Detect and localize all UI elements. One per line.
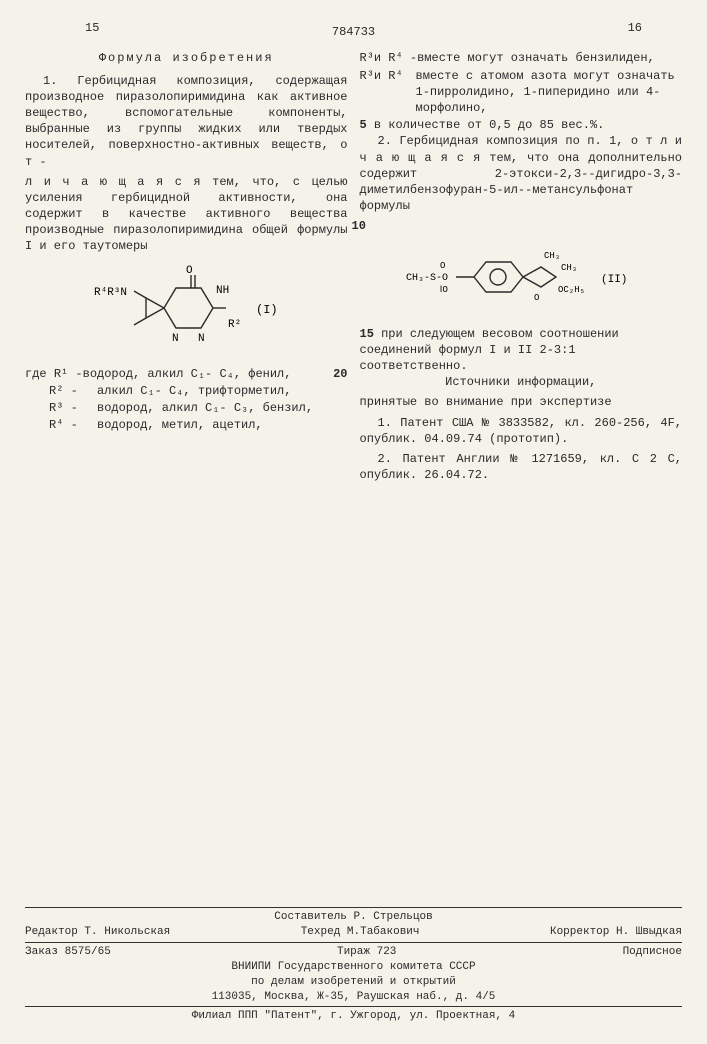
address-2: Филиал ППП "Патент", г. Ужгород, ул. Про… xyxy=(25,1009,682,1024)
formula2-ch3a: CH₃ xyxy=(544,251,560,261)
formula-title: Формула изобретения xyxy=(25,50,348,66)
chemical-formula-1: R⁴R³N O NH N N R² (I) xyxy=(25,263,348,358)
formula2-ch3b: CH₃ xyxy=(561,263,577,273)
def-r3r4-a: R³и R⁴ - вместе могут означать бензилиде… xyxy=(360,50,683,66)
line-10-marker: 10 xyxy=(352,218,683,234)
amount-text: в количестве от 0,5 до 85 вес.%. xyxy=(374,118,604,132)
divider xyxy=(25,907,682,908)
divider xyxy=(25,942,682,943)
claim-1-part-b: л и ч а ю щ а я с я тем, что, с целью ус… xyxy=(25,174,348,255)
formula2-o-up: O xyxy=(440,261,445,271)
sources-title: Источники информации, xyxy=(360,374,683,390)
formula2-ch3so: CH₃-S-O xyxy=(406,273,448,284)
chemical-formula-2: CH₃-S-O O ‖O CH₃ CH₃ O OC₂H₅ (II) xyxy=(360,242,683,317)
def-r2: R² - алкил C₁- C₄, трифторметил, xyxy=(25,383,348,399)
formula2-num: (II) xyxy=(601,274,627,286)
corrector: Корректор Н. Швыдкая xyxy=(550,925,682,940)
claim-1-part-a: 1. Гербицидная композиция, содержащая пр… xyxy=(25,73,348,170)
org-line-2: по делам изобретений и открытий xyxy=(25,975,682,990)
formula2-oc2h5: OC₂H₅ xyxy=(558,285,585,295)
divider xyxy=(25,1006,682,1007)
r3-val: водород, алкил C₁- C₃, бензил, xyxy=(97,400,348,416)
sources-subtitle: принятые во внимание при экспертизе xyxy=(360,394,683,410)
right-column: R³и R⁴ - вместе могут означать бензилиде… xyxy=(360,50,683,487)
r4-key: R⁴ - xyxy=(25,417,97,433)
line-number-5: 5 xyxy=(360,118,367,132)
formula1-label-nh: NH xyxy=(216,285,229,297)
def-r4: R⁴ - водород, метил, ацетил, xyxy=(25,417,348,433)
order-row: Заказ 8575/65 Тираж 723 Подписное xyxy=(25,945,682,960)
compiler-line: Составитель Р. Стрельцов xyxy=(25,910,682,925)
formula2-o-down: ‖O xyxy=(440,285,448,295)
credits-row: Редактор Т. Никольская Техред М.Табакови… xyxy=(25,925,682,940)
page-num-left: 15 xyxy=(85,20,99,36)
r3r4b-val: вместе с атомом азота могут означать 1-п… xyxy=(416,68,683,117)
r3r4b-key: R³и R⁴ xyxy=(360,68,416,117)
line-15-marker: 15 при следующем весовом соотношении сое… xyxy=(360,326,683,375)
left-column: Формула изобретения 1. Гербицидная компо… xyxy=(25,50,348,487)
org-line-1: ВНИИПИ Государственного комитета СССР xyxy=(25,960,682,975)
where-label: где xyxy=(25,367,47,381)
formula2-o2: O xyxy=(534,293,539,303)
formula1-label-n1: N xyxy=(172,333,179,345)
r2-val: алкил C₁- C₄, трифторметил, xyxy=(97,383,348,399)
line-number-20: 20 xyxy=(333,366,347,382)
r3-key: R³ - xyxy=(25,400,97,416)
def-r1: где R¹ - водород, алкил C₁- C₄, фенил,20 xyxy=(25,366,348,382)
address-1: 113035, Москва, Ж-35, Раушская наб., д. … xyxy=(25,990,682,1005)
def-r3: R³ - водород, алкил C₁- C₃, бензил, xyxy=(25,400,348,416)
def-r3r4-b: R³и R⁴ вместе с атомом азота могут означ… xyxy=(360,68,683,117)
formula1-label-o: O xyxy=(186,265,193,277)
tirazh: Тираж 723 xyxy=(337,945,396,960)
two-column-layout: Формула изобретения 1. Гербицидная компо… xyxy=(25,50,682,487)
imprint-footer: Составитель Р. Стрельцов Редактор Т. Ник… xyxy=(25,907,682,1024)
reference-1: 1. Патент США № 3833582, кл. 260-256, 4F… xyxy=(360,415,683,447)
r2-key: R² - xyxy=(25,383,97,399)
r4-val: водород, метил, ацетил, xyxy=(97,417,348,433)
patent-number: 784733 xyxy=(25,24,682,40)
reference-2: 2. Патент Англии № 1271659, кл. C 2 C, о… xyxy=(360,451,683,483)
claim-2: 2. Гербицидная композиция по п. 1, о т л… xyxy=(360,133,683,214)
formula1-label-num: (I) xyxy=(256,303,278,317)
formula1-label-n2: N xyxy=(198,333,205,345)
line-5-marker: 5 в количестве от 0,5 до 85 вес.%. xyxy=(360,117,683,133)
line-number-15: 15 xyxy=(360,327,374,341)
page-num-right: 16 xyxy=(628,20,642,36)
editor: Редактор Т. Никольская xyxy=(25,925,170,940)
r3r4a-key: R³и R⁴ - xyxy=(360,50,418,66)
substituent-definitions: где R¹ - водород, алкил C₁- C₄, фенил,20… xyxy=(25,366,348,434)
order-num: Заказ 8575/65 xyxy=(25,945,111,960)
r3r4a-val: вместе могут означать бензилиден, xyxy=(417,50,682,66)
formula1-label-r2: R² xyxy=(228,319,241,331)
formula1-label-r4r3n: R⁴R³N xyxy=(94,287,127,299)
r1-key: R¹ - xyxy=(54,367,83,381)
podpisnoe: Подписное xyxy=(623,945,682,960)
techred: Техред М.Табакович xyxy=(301,925,420,940)
r1-val: водород, алкил C₁- C₄, фенил, xyxy=(83,366,331,382)
ratio-text: при следующем весовом соотношении соедин… xyxy=(360,327,619,373)
